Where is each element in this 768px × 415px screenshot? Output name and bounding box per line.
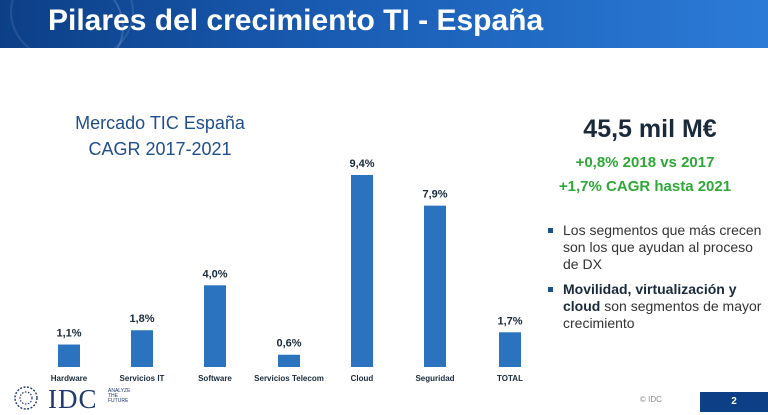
bullet-text: Los segmentos que más crecen son los que… — [563, 222, 762, 272]
category-label: Seguridad — [415, 374, 454, 383]
category-label: TOTAL — [497, 374, 523, 383]
category-label: Servicios Telecom — [254, 374, 324, 383]
market-size-headline: 45,5 mil M€ — [583, 115, 717, 143]
category-label: Cloud — [351, 374, 374, 383]
bullet-text: Movilidad, virtualización y cloud son se… — [563, 281, 763, 332]
header-bar: Pilares del crecimiento TI - España — [0, 0, 768, 48]
bar-software — [204, 285, 226, 367]
value-label: 7,9% — [422, 189, 447, 201]
value-label: 0,6% — [276, 338, 301, 350]
idc-logo: IDC — [48, 384, 98, 414]
chart-title: Mercado TIC España CAGR 2017-2021 — [40, 110, 280, 162]
category-label: Hardware — [51, 374, 88, 383]
growth-cagr: +1,7% CAGR hasta 2021 — [558, 178, 732, 195]
bar-servicios-it — [131, 330, 153, 367]
bar-total — [499, 332, 521, 367]
growth-2018: +0,8% 2018 vs 2017 — [575, 154, 715, 171]
bullet-item: Los segmentos que más crecen son los que… — [548, 222, 763, 273]
bar-servicios-telecom — [278, 354, 300, 367]
bar-hardware — [58, 344, 80, 367]
bullet-bold-text: Movilidad, virtualización y cloud — [563, 281, 737, 314]
copyright: © IDC — [640, 395, 662, 404]
chart-title-line-1: Mercado TIC España — [75, 113, 245, 133]
value-label: 1,7% — [497, 315, 522, 327]
value-label: 1,1% — [56, 328, 81, 340]
category-label: Software — [198, 374, 232, 383]
bar-chart: 1,1% Hardware 1,8% Servicios IT 4,0% Software… — [51, 158, 523, 383]
value-label: 9,4% — [349, 158, 374, 170]
logo-tagline: ANALYZE THE FUTURE — [108, 389, 138, 404]
tagline-line: THE — [108, 393, 118, 399]
value-label: 4,0% — [202, 268, 227, 280]
idc-globe-icon — [14, 386, 38, 410]
tagline-line: FUTURE — [108, 398, 129, 404]
chart-title-line-2: CAGR 2017-2021 — [88, 139, 232, 159]
page-number: 2 — [700, 392, 768, 412]
page-title: Pilares del crecimiento TI - España — [48, 4, 544, 37]
bullet-icon — [548, 287, 553, 292]
bullet-icon — [548, 228, 553, 233]
bullet-item: Movilidad, virtualización y cloud son se… — [548, 281, 763, 332]
category-label: Servicios IT — [120, 374, 165, 383]
value-label: 1,8% — [129, 313, 154, 325]
bullet-rest-text: son segmentos de mayor crecimiento — [563, 298, 762, 331]
tagline-line: ANALYZE — [108, 388, 131, 394]
bar-seguridad — [424, 205, 446, 367]
bar-cloud — [351, 175, 373, 367]
